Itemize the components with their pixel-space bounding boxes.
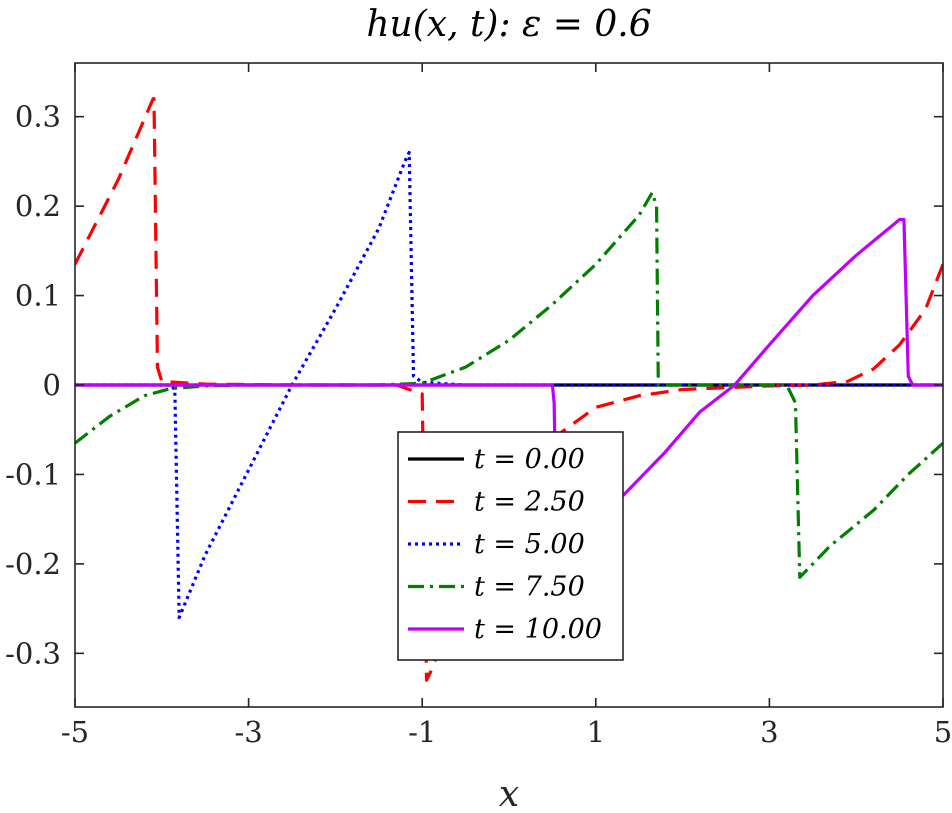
series-line-1 [75,97,943,682]
legend-entry-1: t = 2.50 [474,487,585,518]
legend-entry-4: t = 10.00 [474,614,602,645]
series-layer [75,97,943,682]
x-tick-label: 1 [587,715,605,749]
y-tick-label: -0.1 [5,457,61,491]
legend-entry-3: t = 7.50 [474,572,585,603]
x-tick-label: -1 [408,715,436,749]
x-tick-label: 3 [760,715,778,749]
legend-entry-2: t = 5.00 [474,529,585,560]
y-tick-label: 0.3 [15,100,61,134]
y-tick-label: -0.2 [5,547,61,581]
x-tick-label: 5 [934,715,952,749]
y-tick-label: 0.2 [15,189,61,223]
x-tick-label: -3 [234,715,262,749]
y-tick-label: -0.3 [5,636,61,670]
x-axis-label: x [499,774,519,813]
legend-entry-0: t = 0.00 [474,444,585,475]
legend-box [397,431,624,661]
y-tick-label: 0.1 [15,279,61,313]
series-line-2 [75,150,943,620]
x-tick-label: -5 [61,715,89,749]
legend: t = 0.00 t = 2.50 t = 5.00 t = 7.50 t = 10.0… [397,431,624,661]
axes: -5 -3 -1 1 3 5 0.3 0.2 0.1 0 -0.1 -0.2 -0.3 [5,62,952,749]
y-tick-label: 0 [43,368,61,402]
series-line-3 [75,191,943,579]
chart-title: hu(x, t): ε = 0.6 [366,4,651,45]
